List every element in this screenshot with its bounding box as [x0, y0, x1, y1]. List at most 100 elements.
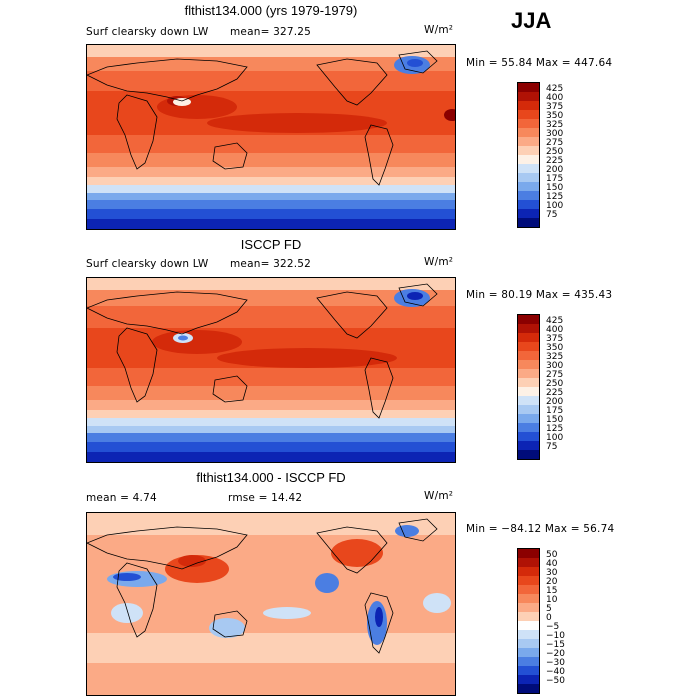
panel3-mean: mean = 4.74: [86, 492, 157, 504]
panel3-colorbar-segment: [518, 558, 539, 567]
panel1-colorbar-label: 275: [546, 138, 564, 148]
panel2-colorbar-segment: [518, 378, 539, 387]
panel1-colorbar-label: 425: [546, 84, 564, 94]
panel3-minmax: Min = −84.12 Max = 56.74: [466, 523, 615, 535]
panel1-colorbar-segment: [518, 101, 539, 110]
panel3-colorbar-label: 15: [546, 586, 558, 596]
panel3-title: flthist134.000 - ISCCP FD: [196, 470, 346, 485]
panel2-colorbar-label: 400: [546, 325, 564, 335]
panel1-colorbar-segment: [518, 173, 539, 182]
panel3-colorbar-segment: [518, 603, 539, 612]
panel3-rmse: rmse = 14.42: [228, 492, 303, 504]
panel3-colorbar-label: 40: [546, 559, 558, 569]
panel2-colorbar-label: 150: [546, 415, 564, 425]
panel1-colorbar-label: 75: [546, 210, 558, 220]
panel2-colorbar-segment: [518, 315, 539, 324]
panel1-variable: Surf clearsky down LW: [86, 26, 209, 38]
panel3-colorbar-segment: [518, 675, 539, 684]
panel3-colorbar-segment: [518, 657, 539, 666]
panel1-colorbar-label: 175: [546, 174, 564, 184]
panel3-colorbar: [517, 548, 540, 694]
panel2-colorbar-label: 275: [546, 370, 564, 380]
panel2-colorbar-label: 300: [546, 361, 564, 371]
panel2-colorbar-segment: [518, 342, 539, 351]
panel2-colorbar: [517, 314, 540, 460]
panel3-colorbar-segment: [518, 567, 539, 576]
panel2-colorbar-label: 375: [546, 334, 564, 344]
panel1-colorbar: [517, 82, 540, 228]
panel3-colorbar-segment: [518, 549, 539, 558]
panel2-colorbar-label: 225: [546, 388, 564, 398]
panel3-colorbar-label: −5: [546, 622, 560, 632]
panel1-colorbar-segment: [518, 218, 539, 227]
panel1-colorbar-segment: [518, 155, 539, 164]
panel1-map: [86, 44, 456, 230]
panel2-colorbar-label: 175: [546, 406, 564, 416]
panel2-colorbar-segment: [518, 450, 539, 459]
panel3-colorbar-label: −15: [546, 640, 565, 650]
panel3-map: [86, 512, 456, 696]
panel2-colorbar-label: 200: [546, 397, 564, 407]
panel1-minmax: Min = 55.84 Max = 447.64: [466, 57, 613, 69]
panel2-colorbar-segment: [518, 360, 539, 369]
panel3-colorbar-segment: [518, 639, 539, 648]
panel2-colorbar-label: 125: [546, 424, 564, 434]
panel3-colorbar-label: 30: [546, 568, 558, 578]
panel1-colorbar-label: 200: [546, 165, 564, 175]
panel2-mean: mean= 322.52: [230, 258, 312, 270]
panel2-map-field: [87, 278, 455, 462]
panel3-colorbar-label: 50: [546, 550, 558, 560]
panel3-colorbar-label: 5: [546, 604, 552, 614]
panel1-colorbar-label: 350: [546, 111, 564, 121]
panel3-colorbar-label: 20: [546, 577, 558, 587]
panel1-colorbar-label: 150: [546, 183, 564, 193]
panel3-colorbar-label: −40: [546, 667, 565, 677]
panel2-colorbar-segment: [518, 423, 539, 432]
panel2-colorbar-segment: [518, 387, 539, 396]
panel3-colorbar-segment: [518, 612, 539, 621]
panel1-colorbar-label: 125: [546, 192, 564, 202]
panel1-colorbar-segment: [518, 146, 539, 155]
panel3-colorbar-label: −50: [546, 676, 565, 686]
panel2-colorbar-segment: [518, 405, 539, 414]
panel2-colorbar-segment: [518, 396, 539, 405]
panel2-minmax: Min = 80.19 Max = 435.43: [466, 289, 613, 301]
panel2-colorbar-label: 425: [546, 316, 564, 326]
panel2-title: ISCCP FD: [240, 237, 302, 252]
panel2-colorbar-segment: [518, 441, 539, 450]
panel2-colorbar-segment: [518, 324, 539, 333]
panel2-colorbar-segment: [518, 351, 539, 360]
panel2-map: [86, 277, 456, 463]
panel1-colorbar-segment: [518, 83, 539, 92]
panel2-colorbar-segment: [518, 369, 539, 378]
panel1-colorbar-segment: [518, 191, 539, 200]
panel1-colorbar-label: 300: [546, 129, 564, 139]
panel3-colorbar-label: 10: [546, 595, 558, 605]
panel1-colorbar-segment: [518, 119, 539, 128]
panel3-colorbar-segment: [518, 621, 539, 630]
panel2-colorbar-segment: [518, 414, 539, 423]
panel2-colorbar-label: 350: [546, 343, 564, 353]
panel2-colorbar-label: 100: [546, 433, 564, 443]
panel1-colorbar-label: 225: [546, 156, 564, 166]
panel3-colorbar-label: 0: [546, 613, 552, 623]
panel1-colorbar-segment: [518, 209, 539, 218]
panel1-colorbar-segment: [518, 128, 539, 137]
panel3-colorbar-segment: [518, 576, 539, 585]
panel3-units: W/m²: [424, 490, 454, 502]
panel2-colorbar-label: 250: [546, 379, 564, 389]
panel1-colorbar-segment: [518, 182, 539, 191]
panel2-variable: Surf clearsky down LW: [86, 258, 209, 270]
panel2-colorbar-label: 75: [546, 442, 558, 452]
panel1-colorbar-label: 325: [546, 120, 564, 130]
panel3-colorbar-label: −30: [546, 658, 565, 668]
panel1-colorbar-label: 250: [546, 147, 564, 157]
panel3-colorbar-segment: [518, 648, 539, 657]
panel1-colorbar-segment: [518, 92, 539, 101]
panel1-map-field: [87, 45, 455, 229]
panel1-colorbar-label: 100: [546, 201, 564, 211]
panel1-title: flthist134.000 (yrs 1979-1979): [184, 3, 358, 18]
panel1-units: W/m²: [424, 24, 454, 36]
panel3-colorbar-segment: [518, 585, 539, 594]
panel1-colorbar-label: 375: [546, 102, 564, 112]
